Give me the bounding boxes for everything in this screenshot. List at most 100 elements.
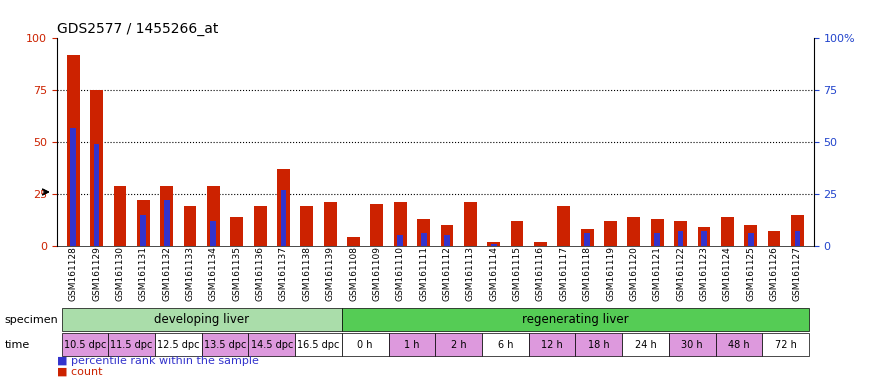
Text: 16.5 dpc: 16.5 dpc (298, 339, 340, 350)
Text: 0 h: 0 h (358, 339, 373, 350)
Text: developing liver: developing liver (154, 313, 249, 326)
Bar (211, 221, 216, 246)
Text: GSM161118: GSM161118 (583, 246, 592, 301)
Bar (584, 233, 590, 246)
Bar (534, 242, 547, 246)
Text: specimen: specimen (4, 314, 58, 325)
Text: GSM161129: GSM161129 (92, 246, 102, 301)
Text: 14.5 dpc: 14.5 dpc (250, 339, 293, 350)
Text: 2 h: 2 h (451, 339, 466, 350)
Text: GSM161113: GSM161113 (466, 246, 475, 301)
Bar (576, 333, 622, 356)
Bar (651, 219, 663, 246)
Text: 13.5 dpc: 13.5 dpc (204, 339, 246, 350)
Text: 72 h: 72 h (774, 339, 796, 350)
Bar (164, 200, 170, 246)
Bar (66, 55, 80, 246)
Bar (342, 308, 809, 331)
Bar (482, 333, 528, 356)
Bar (745, 225, 757, 246)
Text: GSM161137: GSM161137 (279, 246, 288, 301)
Bar (716, 333, 762, 356)
Bar (347, 237, 360, 246)
Text: GSM161136: GSM161136 (255, 246, 264, 301)
Bar (767, 231, 780, 246)
Bar (674, 221, 687, 246)
Text: 12 h: 12 h (542, 339, 563, 350)
Text: 12.5 dpc: 12.5 dpc (158, 339, 200, 350)
Bar (108, 333, 155, 356)
Text: GSM161111: GSM161111 (419, 246, 428, 301)
Text: 18 h: 18 h (588, 339, 610, 350)
Text: 6 h: 6 h (498, 339, 513, 350)
Bar (342, 333, 388, 356)
Text: GSM161110: GSM161110 (396, 246, 405, 301)
Bar (94, 144, 100, 246)
Text: ■ percentile rank within the sample: ■ percentile rank within the sample (57, 356, 259, 366)
Text: regenerating liver: regenerating liver (522, 313, 629, 326)
Bar (61, 333, 108, 356)
Text: GSM161119: GSM161119 (606, 246, 615, 301)
Bar (90, 90, 103, 246)
Bar (140, 215, 146, 246)
Bar (202, 333, 248, 356)
Bar (388, 333, 436, 356)
Bar (444, 235, 450, 246)
Text: 48 h: 48 h (728, 339, 750, 350)
Text: GSM161131: GSM161131 (139, 246, 148, 301)
Bar (791, 215, 804, 246)
Bar (464, 202, 477, 246)
Text: 30 h: 30 h (682, 339, 704, 350)
Text: 1 h: 1 h (404, 339, 420, 350)
Bar (436, 333, 482, 356)
Text: ■ count: ■ count (57, 366, 102, 376)
Bar (511, 221, 523, 246)
Text: time: time (4, 339, 30, 350)
Bar (748, 233, 753, 246)
Bar (491, 244, 497, 246)
Bar (370, 204, 383, 246)
Bar (70, 127, 76, 246)
Bar (421, 233, 426, 246)
Text: GSM161108: GSM161108 (349, 246, 358, 301)
Bar (557, 206, 570, 246)
Bar (300, 206, 313, 246)
Bar (528, 333, 576, 356)
Bar (160, 185, 173, 246)
Text: GSM161115: GSM161115 (513, 246, 522, 301)
Text: GSM161122: GSM161122 (676, 246, 685, 301)
Bar (136, 200, 150, 246)
Text: GSM161138: GSM161138 (303, 246, 312, 301)
Bar (114, 185, 126, 246)
Bar (654, 233, 660, 246)
Bar (417, 219, 430, 246)
Text: GSM161114: GSM161114 (489, 246, 498, 301)
Bar (394, 202, 407, 246)
Bar (487, 242, 500, 246)
Bar (61, 308, 342, 331)
Text: GSM161112: GSM161112 (443, 246, 452, 301)
Bar (155, 333, 202, 356)
Bar (581, 229, 593, 246)
Bar (668, 333, 716, 356)
Bar (622, 333, 668, 356)
Text: GSM161121: GSM161121 (653, 246, 662, 301)
Bar (207, 185, 220, 246)
Bar (254, 206, 267, 246)
Bar (277, 169, 290, 246)
Bar (762, 333, 809, 356)
Text: 11.5 dpc: 11.5 dpc (110, 339, 153, 350)
Text: GSM161127: GSM161127 (793, 246, 802, 301)
Bar (721, 217, 734, 246)
Text: GSM161117: GSM161117 (559, 246, 568, 301)
Bar (701, 231, 707, 246)
Text: GSM161124: GSM161124 (723, 246, 732, 301)
Bar (295, 333, 342, 356)
Text: 24 h: 24 h (634, 339, 656, 350)
Text: GSM161125: GSM161125 (746, 246, 755, 301)
Bar (604, 221, 617, 246)
Text: GSM161109: GSM161109 (373, 246, 382, 301)
Bar (397, 235, 403, 246)
Text: GSM161128: GSM161128 (69, 246, 78, 301)
Text: GSM161135: GSM161135 (232, 246, 242, 301)
